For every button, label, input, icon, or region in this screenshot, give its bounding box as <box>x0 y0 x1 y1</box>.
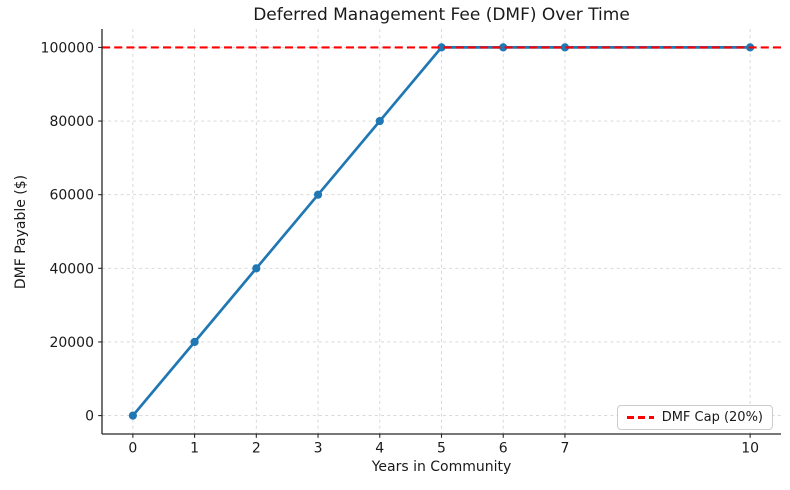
data-point-marker <box>252 264 261 273</box>
data-point-marker <box>437 43 446 52</box>
legend: DMF Cap (20%) <box>616 405 773 430</box>
x-tick-label: 7 <box>560 441 569 457</box>
data-point-marker <box>190 337 199 347</box>
x-tick-label: 1 <box>190 441 199 457</box>
grid-lines <box>102 29 781 434</box>
y-tick-label: 40000 <box>49 261 94 277</box>
y-axis-label: DMF Payable ($) <box>13 174 29 290</box>
x-tick-label: 3 <box>314 441 323 457</box>
data-point-marker <box>375 116 384 126</box>
data-point-marker <box>499 43 508 52</box>
y-tick-label: 60000 <box>49 188 94 204</box>
x-axis-label: Years in Community <box>371 459 512 475</box>
x-tick-label: 5 <box>437 441 446 457</box>
x-tick-label: 10 <box>741 441 759 457</box>
y-tick-label: 100000 <box>41 40 94 56</box>
tick-marks <box>98 46 751 438</box>
data-point-marker <box>560 43 570 52</box>
tick-labels: 0 1 2 3 4 5 6 7 10 0 20000 40000 60000 80000 100000 <box>41 40 760 456</box>
data-point-marker <box>128 411 137 420</box>
legend-dashed-line-icon <box>626 416 654 419</box>
y-tick-label: 0 <box>85 409 94 425</box>
x-tick-label: 4 <box>375 441 384 457</box>
x-tick-label: 0 <box>128 441 137 457</box>
data-point-marker <box>313 190 323 199</box>
x-tick-label: 6 <box>499 441 508 457</box>
x-tick-label: 2 <box>252 441 261 457</box>
y-tick-label: 20000 <box>49 335 94 351</box>
y-tick-label: 80000 <box>49 114 94 130</box>
legend-label: DMF Cap (20%) <box>661 410 763 425</box>
chart-title: Deferred Management Fee (DMF) Over Time <box>253 5 630 25</box>
